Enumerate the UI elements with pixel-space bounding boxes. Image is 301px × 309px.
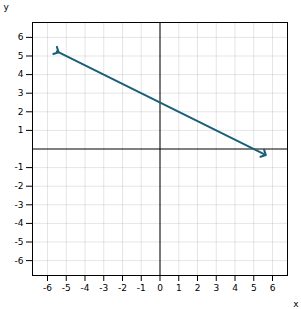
svg-text:1: 1 [176,283,182,293]
svg-text:x: x [293,299,299,309]
svg-text:4: 4 [18,69,24,79]
svg-text:6: 6 [270,283,276,293]
svg-text:-2: -2 [15,181,24,191]
svg-text:-5: -5 [62,283,71,293]
svg-text:0: 0 [157,283,163,293]
svg-text:3: 3 [18,88,24,98]
svg-text:y: y [4,2,10,12]
svg-text:-6: -6 [15,255,24,265]
svg-text:6: 6 [18,32,24,42]
svg-text:-1: -1 [137,283,146,293]
svg-text:5: 5 [251,283,257,293]
svg-text:-3: -3 [99,283,108,293]
svg-text:-1: -1 [15,162,24,172]
svg-text:5: 5 [18,51,24,61]
svg-text:4: 4 [232,283,238,293]
svg-text:-3: -3 [15,200,24,210]
svg-text:1: 1 [18,125,24,135]
svg-text:3: 3 [213,283,219,293]
svg-text:2: 2 [195,283,201,293]
svg-text:-6: -6 [43,283,52,293]
svg-text:2: 2 [18,107,24,117]
svg-text:-5: -5 [15,237,24,247]
svg-text:-4: -4 [15,218,24,228]
svg-text:-2: -2 [118,283,127,293]
svg-text:-4: -4 [81,283,90,293]
